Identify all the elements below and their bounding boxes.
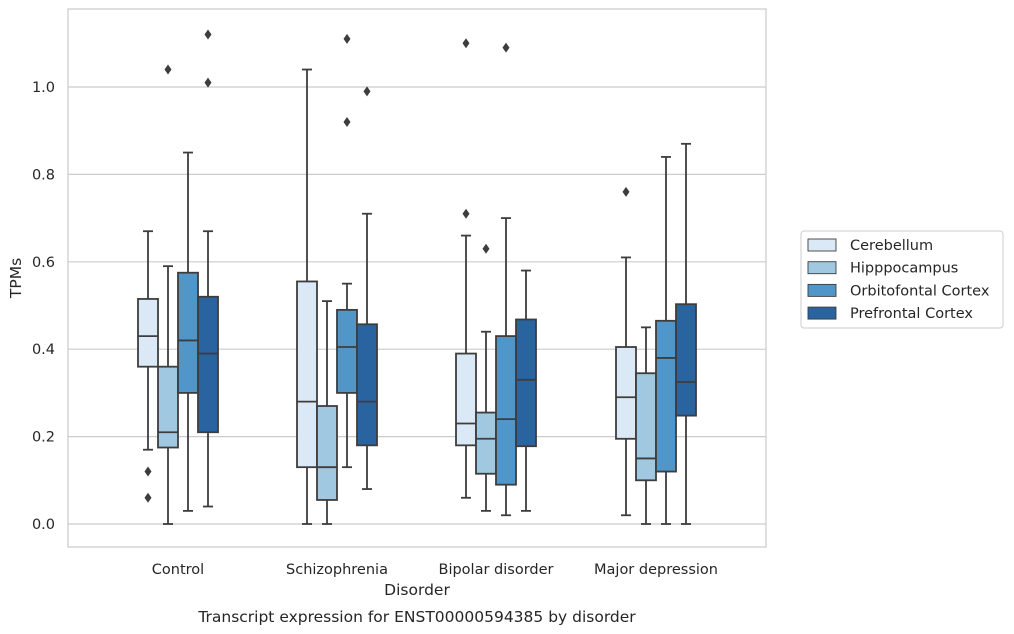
outlier-point bbox=[144, 492, 152, 503]
box-iqr bbox=[615, 346, 637, 440]
y-ticks: 0.0 0.2 0.4 0.6 0.8 1.0 bbox=[32, 80, 55, 533]
boxes bbox=[137, 29, 697, 525]
legend-label: Hipppocampus bbox=[850, 261, 958, 277]
box-group bbox=[675, 142, 697, 525]
y-tick-label: 0.8 bbox=[32, 167, 55, 183]
outlier-point bbox=[164, 64, 172, 75]
box-iqr bbox=[197, 295, 219, 434]
plot-area-frame bbox=[67, 8, 767, 548]
box-iqr bbox=[177, 271, 199, 394]
box-group bbox=[655, 156, 677, 525]
legend-swatch bbox=[807, 238, 837, 252]
x-axis-label: Disorder bbox=[384, 581, 450, 599]
legend-swatch bbox=[807, 283, 837, 297]
x-tick-label: Bipolar disorder bbox=[439, 562, 554, 578]
box-group bbox=[137, 230, 159, 503]
outlier-point bbox=[462, 208, 470, 219]
box-group bbox=[177, 151, 199, 512]
box-iqr bbox=[515, 318, 537, 448]
outlier-point bbox=[622, 186, 630, 197]
box-iqr bbox=[635, 372, 657, 482]
x-ticks: Control Schizophrenia Bipolar disorder Majo… bbox=[152, 562, 718, 578]
y-tick-label: 0.6 bbox=[32, 255, 55, 271]
outlier-point bbox=[343, 116, 351, 127]
box-group bbox=[296, 68, 318, 525]
box-group bbox=[635, 326, 657, 525]
box-group bbox=[197, 29, 219, 508]
legend-label: Prefrontal Cortex bbox=[850, 306, 973, 322]
outlier-point bbox=[502, 42, 510, 53]
box-group bbox=[157, 64, 179, 525]
box-group bbox=[615, 186, 637, 517]
box-iqr bbox=[455, 352, 477, 447]
x-tick-label: Control bbox=[152, 562, 204, 578]
outlier-point bbox=[144, 466, 152, 477]
y-tick-label: 0.2 bbox=[32, 430, 55, 446]
x-tick-label: Major depression bbox=[594, 562, 718, 578]
box-group bbox=[356, 86, 378, 490]
outlier-point bbox=[363, 86, 371, 97]
y-tick-label: 0.4 bbox=[32, 342, 55, 358]
legend-label: Orbitofontal Cortex bbox=[850, 283, 990, 299]
box-iqr bbox=[137, 298, 159, 368]
y-axis-label: TPMs bbox=[7, 258, 25, 299]
outlier-point bbox=[482, 243, 490, 254]
box-iqr bbox=[296, 280, 318, 469]
legend-swatch bbox=[807, 261, 837, 275]
box-group bbox=[455, 38, 477, 499]
legend-label: Cerebellum bbox=[850, 238, 933, 254]
box-iqr bbox=[655, 319, 677, 473]
box-iqr bbox=[356, 323, 378, 447]
box-group bbox=[475, 243, 497, 512]
box-iqr bbox=[475, 411, 497, 475]
y-tick-label: 1.0 bbox=[32, 80, 55, 96]
box-iqr bbox=[316, 405, 338, 501]
outlier-point bbox=[462, 38, 470, 49]
outlier-point bbox=[343, 33, 351, 44]
box-group bbox=[495, 42, 517, 517]
y-tick-label: 0.0 bbox=[32, 517, 55, 533]
x-tick-label: Schizophrenia bbox=[286, 562, 388, 578]
box-iqr bbox=[675, 303, 697, 417]
legend: Cerebellum Hipppocampus Orbitofontal Corte… bbox=[800, 230, 1004, 329]
outlier-point bbox=[204, 29, 212, 40]
box-group bbox=[316, 300, 338, 525]
legend-swatch bbox=[807, 306, 837, 320]
box-group bbox=[515, 269, 537, 512]
box-group bbox=[336, 33, 358, 469]
figure-caption: Transcript expression for ENST0000059438… bbox=[197, 608, 636, 626]
box-iqr bbox=[495, 335, 517, 486]
box-iqr bbox=[336, 308, 358, 394]
legend-frame bbox=[800, 230, 1004, 329]
outlier-point bbox=[204, 77, 212, 88]
box-iqr bbox=[157, 365, 179, 449]
